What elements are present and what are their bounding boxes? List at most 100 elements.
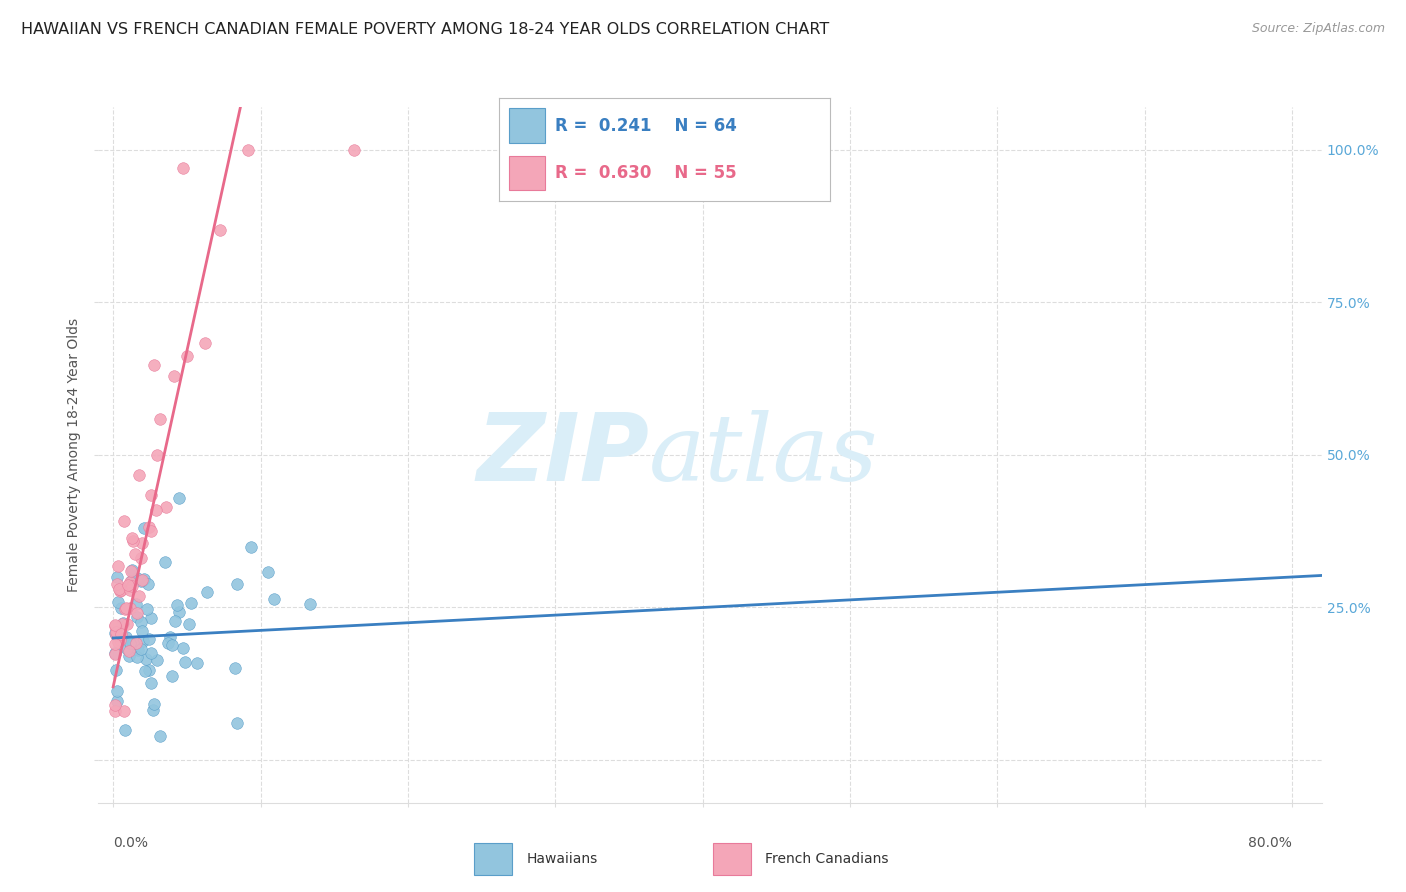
Point	[110, 627, 132, 641]
Point	[121, 579, 143, 593]
Point	[127, 571, 149, 585]
Point	[209, 223, 232, 237]
Point	[105, 628, 128, 642]
FancyBboxPatch shape	[509, 108, 546, 144]
Point	[141, 676, 163, 690]
Point	[153, 555, 176, 569]
Point	[114, 723, 136, 737]
Point	[256, 566, 278, 580]
Point	[134, 521, 156, 535]
Point	[138, 632, 160, 646]
Text: French Canadians: French Canadians	[765, 852, 889, 866]
Point	[125, 606, 148, 620]
Point	[115, 642, 138, 657]
Point	[139, 524, 162, 538]
Text: Hawaiians: Hawaiians	[526, 852, 598, 866]
Point	[225, 577, 247, 591]
Point	[118, 648, 141, 663]
Point	[145, 502, 167, 516]
Point	[149, 411, 172, 425]
Point	[298, 597, 321, 611]
Point	[121, 532, 143, 546]
Point	[135, 652, 157, 666]
Point	[108, 633, 131, 648]
Point	[105, 684, 128, 698]
Point	[114, 514, 136, 528]
Point	[141, 611, 163, 625]
Point	[131, 624, 153, 638]
Point	[169, 491, 191, 505]
Point	[104, 646, 127, 660]
Point	[160, 669, 183, 683]
Point	[112, 615, 135, 630]
Point	[141, 646, 163, 660]
Point	[139, 488, 162, 502]
Point	[122, 533, 145, 548]
Point	[110, 600, 132, 615]
Point	[155, 500, 177, 514]
Point	[112, 704, 135, 718]
Point	[131, 574, 153, 588]
Point	[166, 598, 188, 612]
Point	[104, 637, 127, 651]
Point	[129, 550, 152, 565]
Point	[124, 547, 146, 561]
Point	[121, 636, 143, 650]
Point	[128, 467, 150, 482]
Text: Source: ZipAtlas.com: Source: ZipAtlas.com	[1251, 22, 1385, 36]
FancyBboxPatch shape	[713, 844, 751, 874]
Point	[142, 358, 165, 372]
Point	[138, 664, 160, 678]
Point	[177, 617, 200, 632]
Point	[136, 577, 159, 591]
Point	[162, 639, 184, 653]
Point	[120, 574, 142, 588]
Point	[149, 729, 172, 743]
Point	[104, 698, 127, 712]
Point	[180, 596, 202, 610]
Point	[104, 617, 127, 632]
Point	[104, 626, 127, 640]
Point	[107, 595, 129, 609]
Point	[134, 664, 156, 678]
Point	[143, 697, 166, 711]
Point	[238, 143, 260, 157]
Point	[115, 580, 138, 594]
Point	[138, 520, 160, 534]
Point	[104, 663, 127, 677]
Point	[127, 643, 149, 657]
Point	[172, 641, 194, 656]
FancyBboxPatch shape	[474, 844, 512, 874]
Point	[131, 535, 153, 549]
Point	[124, 598, 146, 612]
Point	[107, 577, 129, 591]
Point	[134, 573, 156, 587]
Point	[173, 655, 195, 669]
Point	[157, 636, 180, 650]
Point	[125, 636, 148, 650]
Point	[224, 661, 246, 675]
Text: atlas: atlas	[650, 410, 879, 500]
Point	[195, 585, 218, 599]
Point	[117, 577, 139, 591]
Point	[167, 605, 190, 619]
Point	[343, 143, 366, 157]
Point	[105, 694, 128, 708]
Point	[240, 540, 263, 554]
Point	[105, 569, 128, 583]
Point	[146, 652, 169, 666]
Text: R =  0.630    N = 55: R = 0.630 N = 55	[555, 164, 737, 182]
Point	[118, 636, 141, 650]
Point	[163, 614, 186, 628]
Point	[104, 648, 127, 662]
Text: 0.0%: 0.0%	[112, 837, 148, 850]
Point	[110, 584, 132, 599]
Point	[226, 716, 249, 731]
Point	[131, 573, 153, 587]
Point	[186, 656, 208, 670]
Point	[142, 702, 165, 716]
Point	[135, 602, 157, 616]
Point	[104, 704, 127, 718]
Point	[107, 635, 129, 649]
Point	[176, 349, 198, 363]
